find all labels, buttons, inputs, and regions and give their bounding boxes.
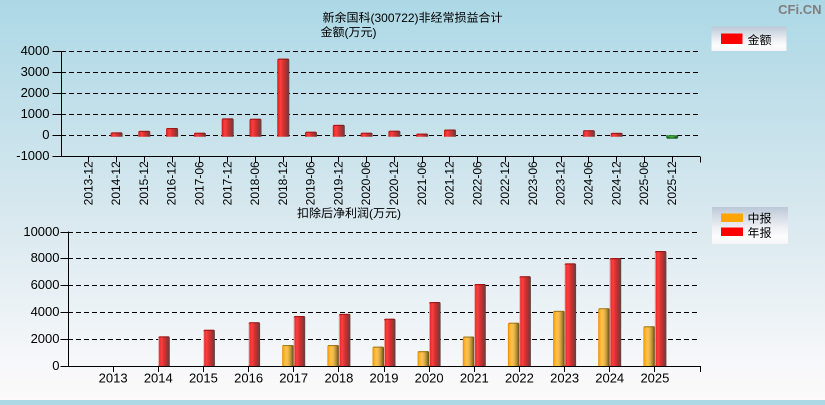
svg-text:8000: 8000 — [31, 250, 60, 265]
svg-text:2025: 2025 — [640, 371, 669, 386]
svg-text:2021: 2021 — [460, 371, 489, 386]
svg-text:2022: 2022 — [505, 371, 534, 386]
svg-text:2023-12: 2023-12 — [554, 161, 568, 205]
svg-text:2019: 2019 — [370, 371, 399, 386]
svg-text:): ) — [397, 206, 401, 220]
svg-text:1000: 1000 — [21, 106, 50, 121]
svg-text:): ) — [373, 25, 377, 39]
svg-text:2014: 2014 — [144, 371, 173, 386]
svg-text:2022-12: 2022-12 — [498, 161, 512, 205]
svg-text:0: 0 — [52, 358, 59, 373]
svg-text:2019-06: 2019-06 — [304, 161, 318, 205]
svg-text:2018-06: 2018-06 — [248, 161, 262, 205]
svg-text:(300722): (300722) — [371, 11, 419, 25]
svg-text:2000: 2000 — [31, 331, 60, 346]
svg-text:2023: 2023 — [550, 371, 579, 386]
svg-text:-1000: -1000 — [16, 148, 49, 163]
svg-text:2000: 2000 — [21, 85, 50, 100]
svg-text:2013-12: 2013-12 — [81, 161, 95, 205]
svg-text:4000: 4000 — [21, 43, 50, 58]
svg-text:0: 0 — [42, 127, 49, 142]
svg-text:2023-06: 2023-06 — [526, 161, 540, 205]
svg-text:2025-06: 2025-06 — [637, 161, 651, 205]
svg-text:2017-12: 2017-12 — [220, 161, 234, 205]
svg-text:6000: 6000 — [31, 277, 60, 292]
svg-text:(: ( — [369, 206, 373, 220]
svg-text:2016-12: 2016-12 — [165, 161, 179, 205]
svg-text:2024-12: 2024-12 — [609, 161, 623, 205]
svg-text:2017: 2017 — [279, 371, 308, 386]
svg-text:3000: 3000 — [21, 64, 50, 79]
svg-text:CFi.CN: CFi.CN — [778, 2, 821, 17]
svg-text:2018-12: 2018-12 — [276, 161, 290, 205]
svg-text:2018: 2018 — [324, 371, 353, 386]
svg-text:2014-12: 2014-12 — [109, 161, 123, 205]
svg-text:2024: 2024 — [595, 371, 624, 386]
svg-text:2021-12: 2021-12 — [443, 161, 457, 205]
svg-text:2017-06: 2017-06 — [193, 161, 207, 205]
svg-text:10000: 10000 — [23, 224, 59, 239]
svg-text:2020-12: 2020-12 — [387, 161, 401, 205]
svg-text:4000: 4000 — [31, 304, 60, 319]
svg-text:2019-12: 2019-12 — [331, 161, 345, 205]
svg-text:(: ( — [345, 25, 349, 39]
svg-text:2016: 2016 — [234, 371, 263, 386]
svg-text:2020: 2020 — [415, 371, 444, 386]
svg-text:2025-12: 2025-12 — [665, 161, 679, 205]
svg-text:2015: 2015 — [189, 371, 218, 386]
svg-text:2022-06: 2022-06 — [470, 161, 484, 205]
svg-text:2015-12: 2015-12 — [137, 161, 151, 205]
svg-text:2013: 2013 — [99, 371, 128, 386]
svg-text:2024-06: 2024-06 — [582, 161, 596, 205]
svg-text:2020-06: 2020-06 — [359, 161, 373, 205]
svg-text:2021-06: 2021-06 — [415, 161, 429, 205]
